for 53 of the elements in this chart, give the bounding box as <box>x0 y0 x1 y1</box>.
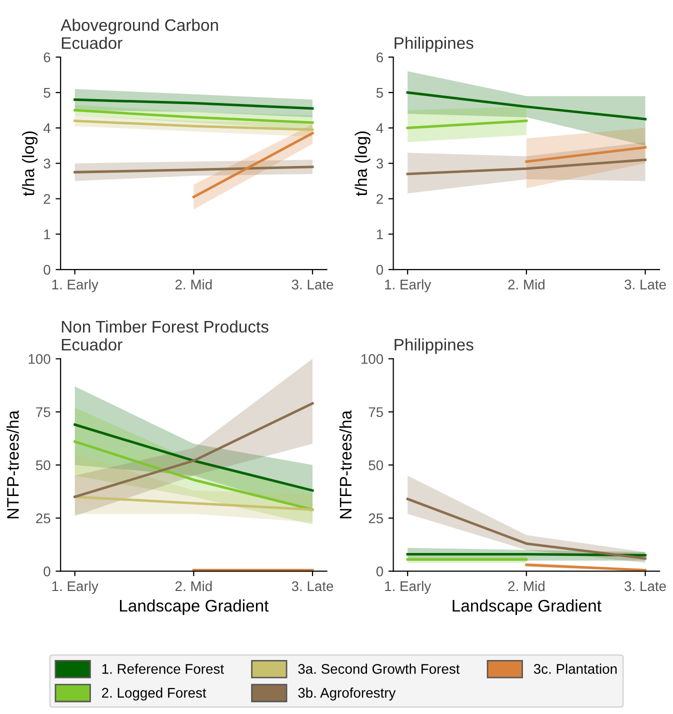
x-tick-label: 1. Early <box>385 580 432 594</box>
x-tick-label: 3. Late <box>292 581 334 592</box>
legend-label: 3c. Plantation <box>534 664 617 674</box>
x-tick-label: 3. Late <box>624 280 666 290</box>
x-axis-title: Landscape Gradient <box>452 599 602 615</box>
legend-label: 3b. Agroforestry <box>298 688 396 700</box>
y-tick-label: 0 <box>376 264 384 275</box>
x-tick-label: 2. Mid <box>175 279 212 290</box>
y-tick-label: 5 <box>376 88 384 98</box>
x-tick-label: 1. Early <box>52 279 98 292</box>
y-tick-label: 2 <box>376 194 383 204</box>
y-tick-label: 3 <box>376 158 383 169</box>
y-tick-label: 6 <box>44 52 50 62</box>
chart-subtitle: Ecuador <box>62 36 122 49</box>
y-tick-label: 3 <box>44 158 50 169</box>
y-tick-label: 0 <box>44 264 50 275</box>
y-tick-label: 2 <box>44 194 50 204</box>
y-tick-label: 100 <box>361 354 384 364</box>
y-tick-label: 75 <box>368 407 384 418</box>
y-tick-label: 50 <box>36 460 50 470</box>
x-axis-title: Landscape Gradient <box>120 599 269 615</box>
chart-title: Philippines <box>394 338 474 354</box>
y-tick-label: 25 <box>368 513 384 524</box>
y-tick-label: 100 <box>28 354 50 364</box>
y-tick-label: 0 <box>376 566 384 576</box>
legend-label: 2. Logged Forest <box>102 688 206 700</box>
y-tick-label: 1 <box>44 230 50 240</box>
y-tick-label: 1 <box>376 230 383 240</box>
y-axis-title: NTFP-trees/ha <box>339 410 352 518</box>
x-tick-label: 1. Early <box>385 279 432 292</box>
chart-title: Philippines <box>394 36 474 52</box>
legend-label: 3a. Second Growth Forest <box>298 664 460 674</box>
y-tick-label: 4 <box>376 123 384 133</box>
x-tick-label: 2. Mid <box>508 279 544 290</box>
y-tick-label: 0 <box>44 566 50 576</box>
y-axis-title: t/ha (log) <box>354 131 370 196</box>
y-tick-label: 50 <box>368 460 384 470</box>
y-tick-label: 5 <box>44 88 50 98</box>
legend-label: 1. Reference Forest <box>102 664 224 674</box>
chart-title: Non Timber Forest Products <box>62 320 268 333</box>
x-tick-label: 3. Late <box>292 280 334 290</box>
x-tick-label: 3. Late <box>624 581 666 592</box>
chart-subtitle: Ecuador <box>62 338 122 351</box>
y-tick-label: 6 <box>376 52 383 62</box>
chart-title: Aboveground Carbon <box>60 18 218 34</box>
x-tick-label: 2. Mid <box>175 580 212 592</box>
y-axis-title: NTFP-trees/ha <box>6 410 19 518</box>
x-tick-label: 2. Mid <box>508 580 544 592</box>
x-tick-label: 1. Early <box>52 580 98 594</box>
y-tick-label: 25 <box>36 513 50 524</box>
y-axis-title: t/ha (log) <box>22 131 38 196</box>
y-tick-label: 75 <box>36 407 50 418</box>
y-tick-label: 4 <box>43 123 50 133</box>
